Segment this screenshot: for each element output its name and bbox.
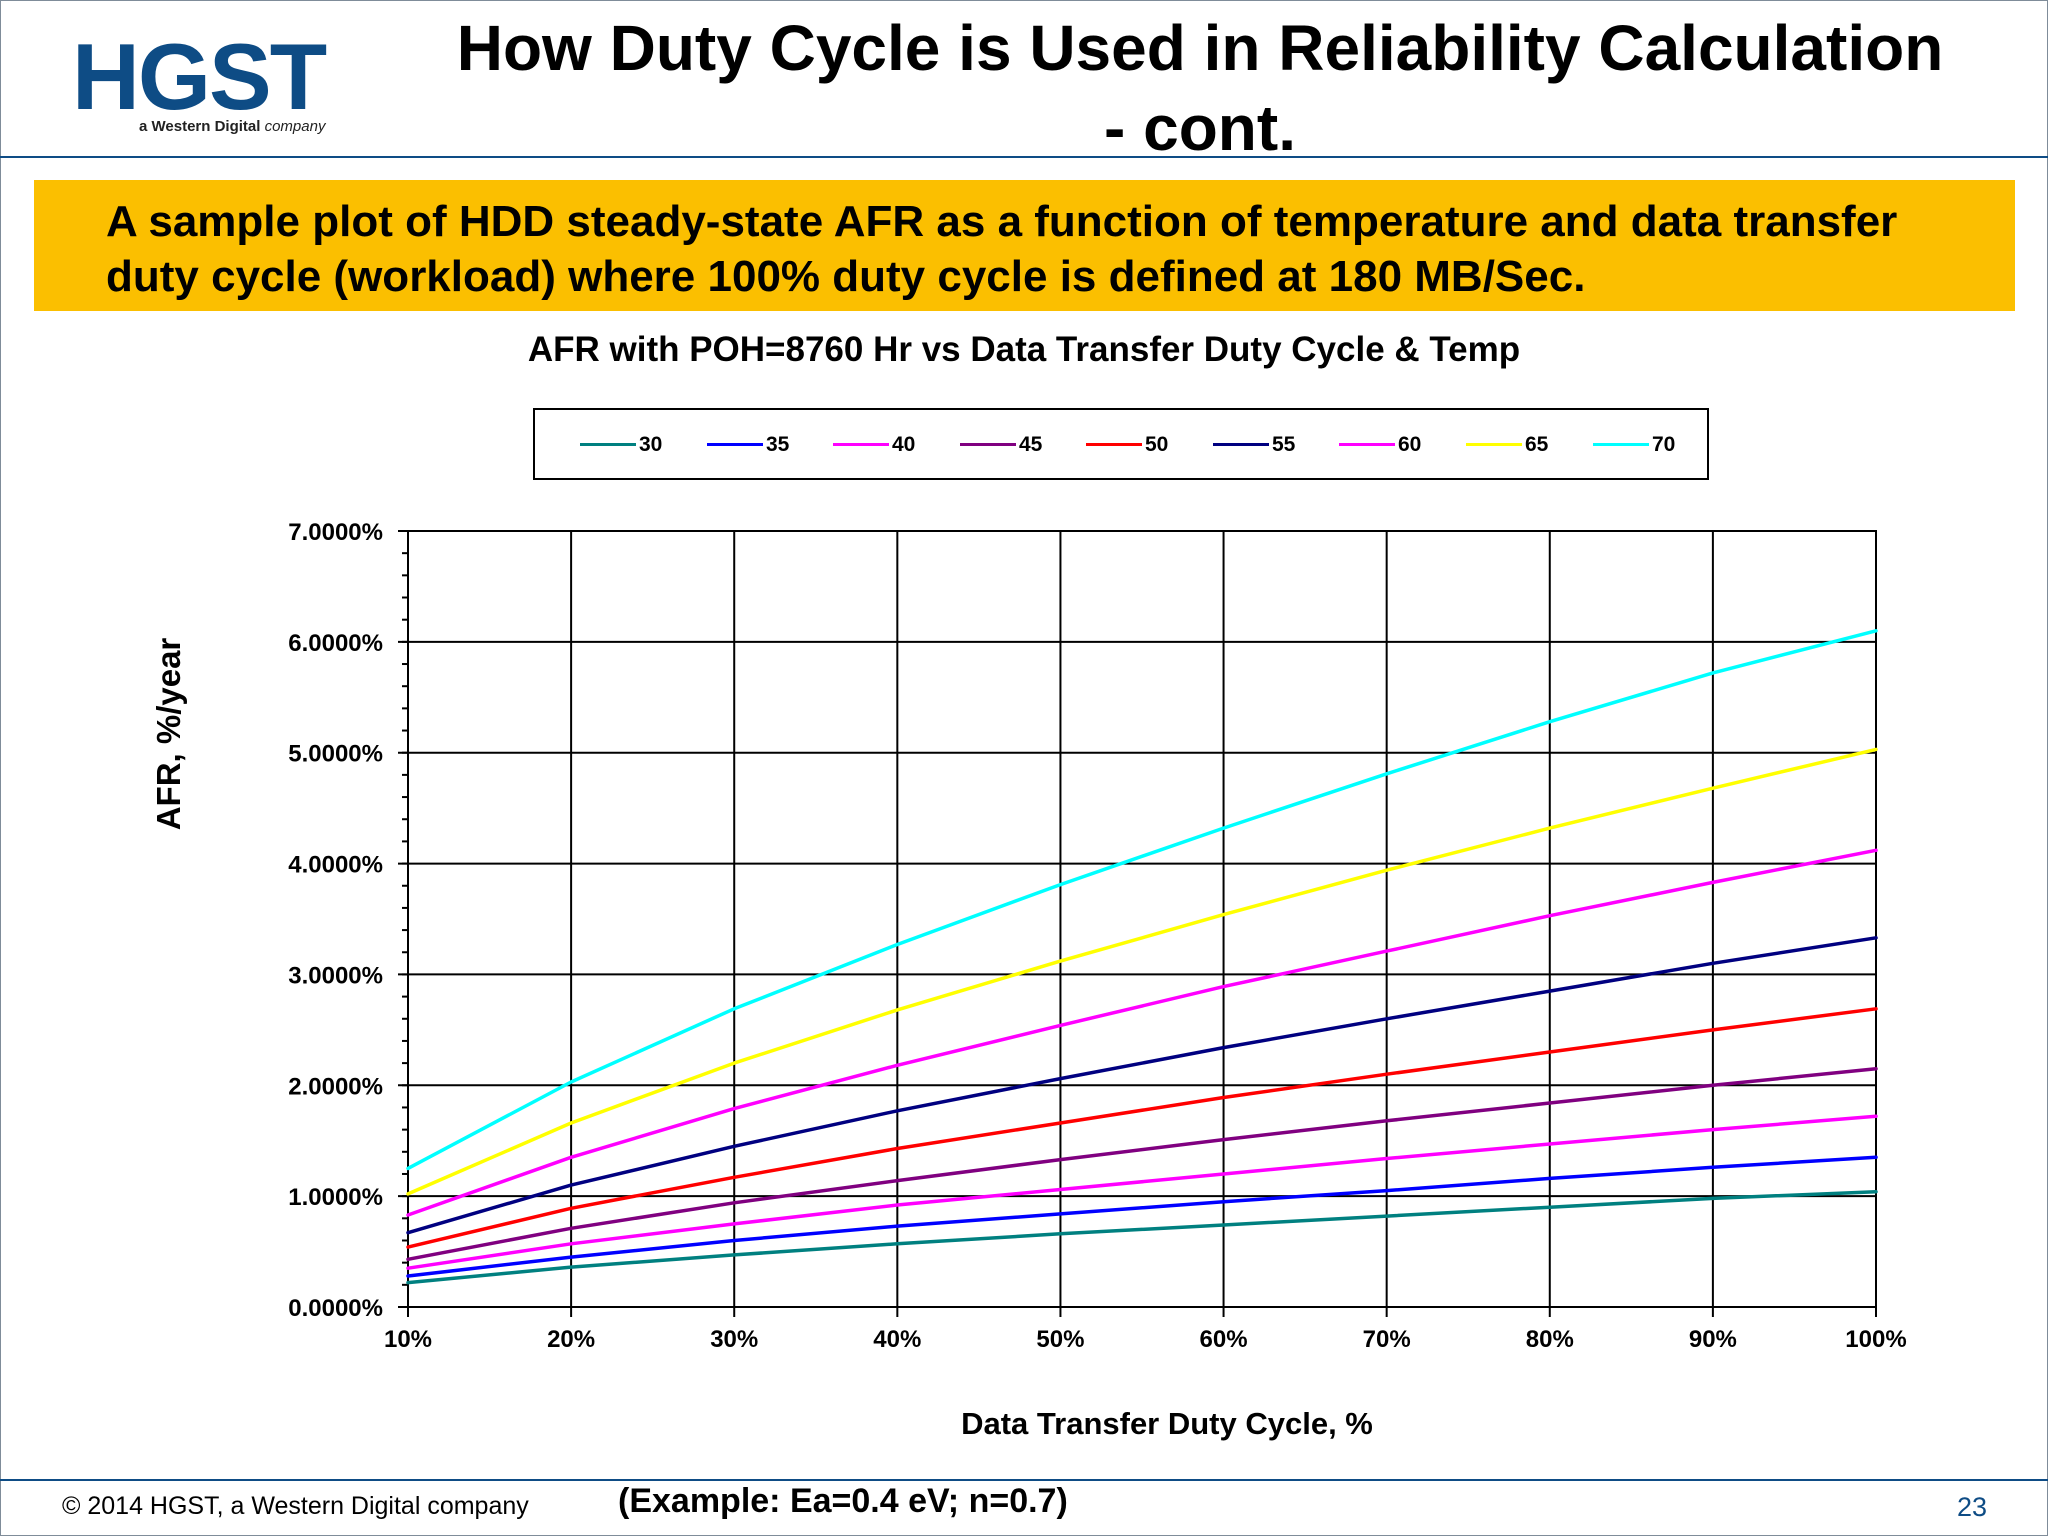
copyright-text: © 2014 HGST, a Western Digital company bbox=[62, 1492, 529, 1520]
legend-label: 55 bbox=[1272, 433, 1296, 456]
slide-title: How Duty Cycle is Used in Reliability Ca… bbox=[380, 8, 2020, 168]
banner-line1: A sample plot of HDD steady-state AFR as… bbox=[106, 197, 1898, 246]
y-tick-label: 0.0000% bbox=[288, 1295, 383, 1322]
legend-label: 60 bbox=[1398, 433, 1422, 456]
series-line-70 bbox=[406, 629, 1878, 1171]
logo-wordmark: HGST bbox=[72, 24, 327, 129]
y-tick-label: 2.0000% bbox=[288, 1073, 383, 1100]
x-tick-label: 40% bbox=[873, 1326, 921, 1353]
y-tick-label: 7.0000% bbox=[288, 519, 383, 546]
series-line-65 bbox=[406, 747, 1878, 1196]
x-tick-label: 50% bbox=[1036, 1326, 1084, 1353]
legend-label: 30 bbox=[639, 433, 663, 456]
legend-swatch bbox=[580, 443, 636, 446]
slide-title-line1: How Duty Cycle is Used in Reliability Ca… bbox=[456, 12, 1944, 84]
series-line-60 bbox=[406, 848, 1878, 1217]
y-tick-label: 5.0000% bbox=[288, 741, 383, 768]
x-tick-label: 90% bbox=[1689, 1326, 1737, 1353]
legend-swatch bbox=[1086, 443, 1142, 446]
legend-label: 70 bbox=[1652, 433, 1676, 456]
example-note: (Example: Ea=0.4 eV; n=0.7) bbox=[618, 1482, 1068, 1520]
chart-title: AFR with POH=8760 Hr vs Data Transfer Du… bbox=[527, 330, 1521, 369]
legend-label: 65 bbox=[1525, 433, 1549, 456]
legend-swatch bbox=[1466, 443, 1522, 446]
plot-area-border bbox=[407, 530, 1877, 1308]
series-line-55 bbox=[406, 936, 1878, 1235]
series-line-50 bbox=[406, 1007, 1878, 1249]
x-tick-label: 70% bbox=[1363, 1326, 1411, 1353]
y-tick-label: 6.0000% bbox=[288, 630, 383, 657]
legend-swatch bbox=[1593, 443, 1649, 446]
legend-swatch bbox=[960, 443, 1016, 446]
x-tick-label: 80% bbox=[1526, 1326, 1574, 1353]
summary-banner: A sample plot of HDD steady-state AFR as… bbox=[34, 180, 2015, 311]
legend-swatch bbox=[707, 443, 763, 446]
y-tick-label: 3.0000% bbox=[288, 962, 383, 989]
legend-label: 40 bbox=[892, 433, 916, 456]
series-line-40 bbox=[406, 1114, 1878, 1270]
slide-title-line2: - cont. bbox=[1104, 92, 1296, 164]
logo-tagline: a Western Digital company bbox=[139, 118, 325, 135]
footer-divider bbox=[0, 1479, 2048, 1481]
banner-line2: duty cycle (workload) where 100% duty cy… bbox=[106, 252, 1586, 301]
y-tick-label: 1.0000% bbox=[288, 1184, 383, 1211]
legend-label: 35 bbox=[766, 433, 790, 456]
legend-label: 50 bbox=[1145, 433, 1169, 456]
chart-legend: 30 35 40 45 50 55 60 65 70 bbox=[533, 408, 1709, 480]
series-line-45 bbox=[406, 1066, 1878, 1262]
series-line-35 bbox=[406, 1155, 1878, 1278]
x-tick-label: 30% bbox=[710, 1326, 758, 1353]
banner-text: A sample plot of HDD steady-state AFR as… bbox=[106, 194, 1996, 304]
page-number: 23 bbox=[1957, 1492, 1988, 1522]
hgst-logo: HGST a Western Digital company bbox=[72, 30, 362, 145]
legend-label: 45 bbox=[1019, 433, 1043, 456]
x-tick-label: 100% bbox=[1845, 1326, 1906, 1353]
series-line-30 bbox=[406, 1189, 1878, 1285]
header-divider bbox=[0, 156, 2048, 158]
legend-swatch bbox=[1339, 443, 1395, 446]
x-tick-label: 10% bbox=[384, 1326, 432, 1353]
logo-tagline-bold: a Western Digital bbox=[139, 118, 261, 135]
x-axis-label: Data Transfer Duty Cycle, % bbox=[961, 1406, 1373, 1441]
y-tick-label: 4.0000% bbox=[288, 852, 383, 879]
logo-tagline-italic: company bbox=[264, 118, 326, 135]
x-tick-label: 20% bbox=[547, 1326, 595, 1353]
legend-swatch bbox=[833, 443, 889, 446]
y-axis-label: AFR, %/year bbox=[150, 637, 187, 831]
x-tick-label: 60% bbox=[1200, 1326, 1248, 1353]
legend-swatch bbox=[1213, 443, 1269, 446]
